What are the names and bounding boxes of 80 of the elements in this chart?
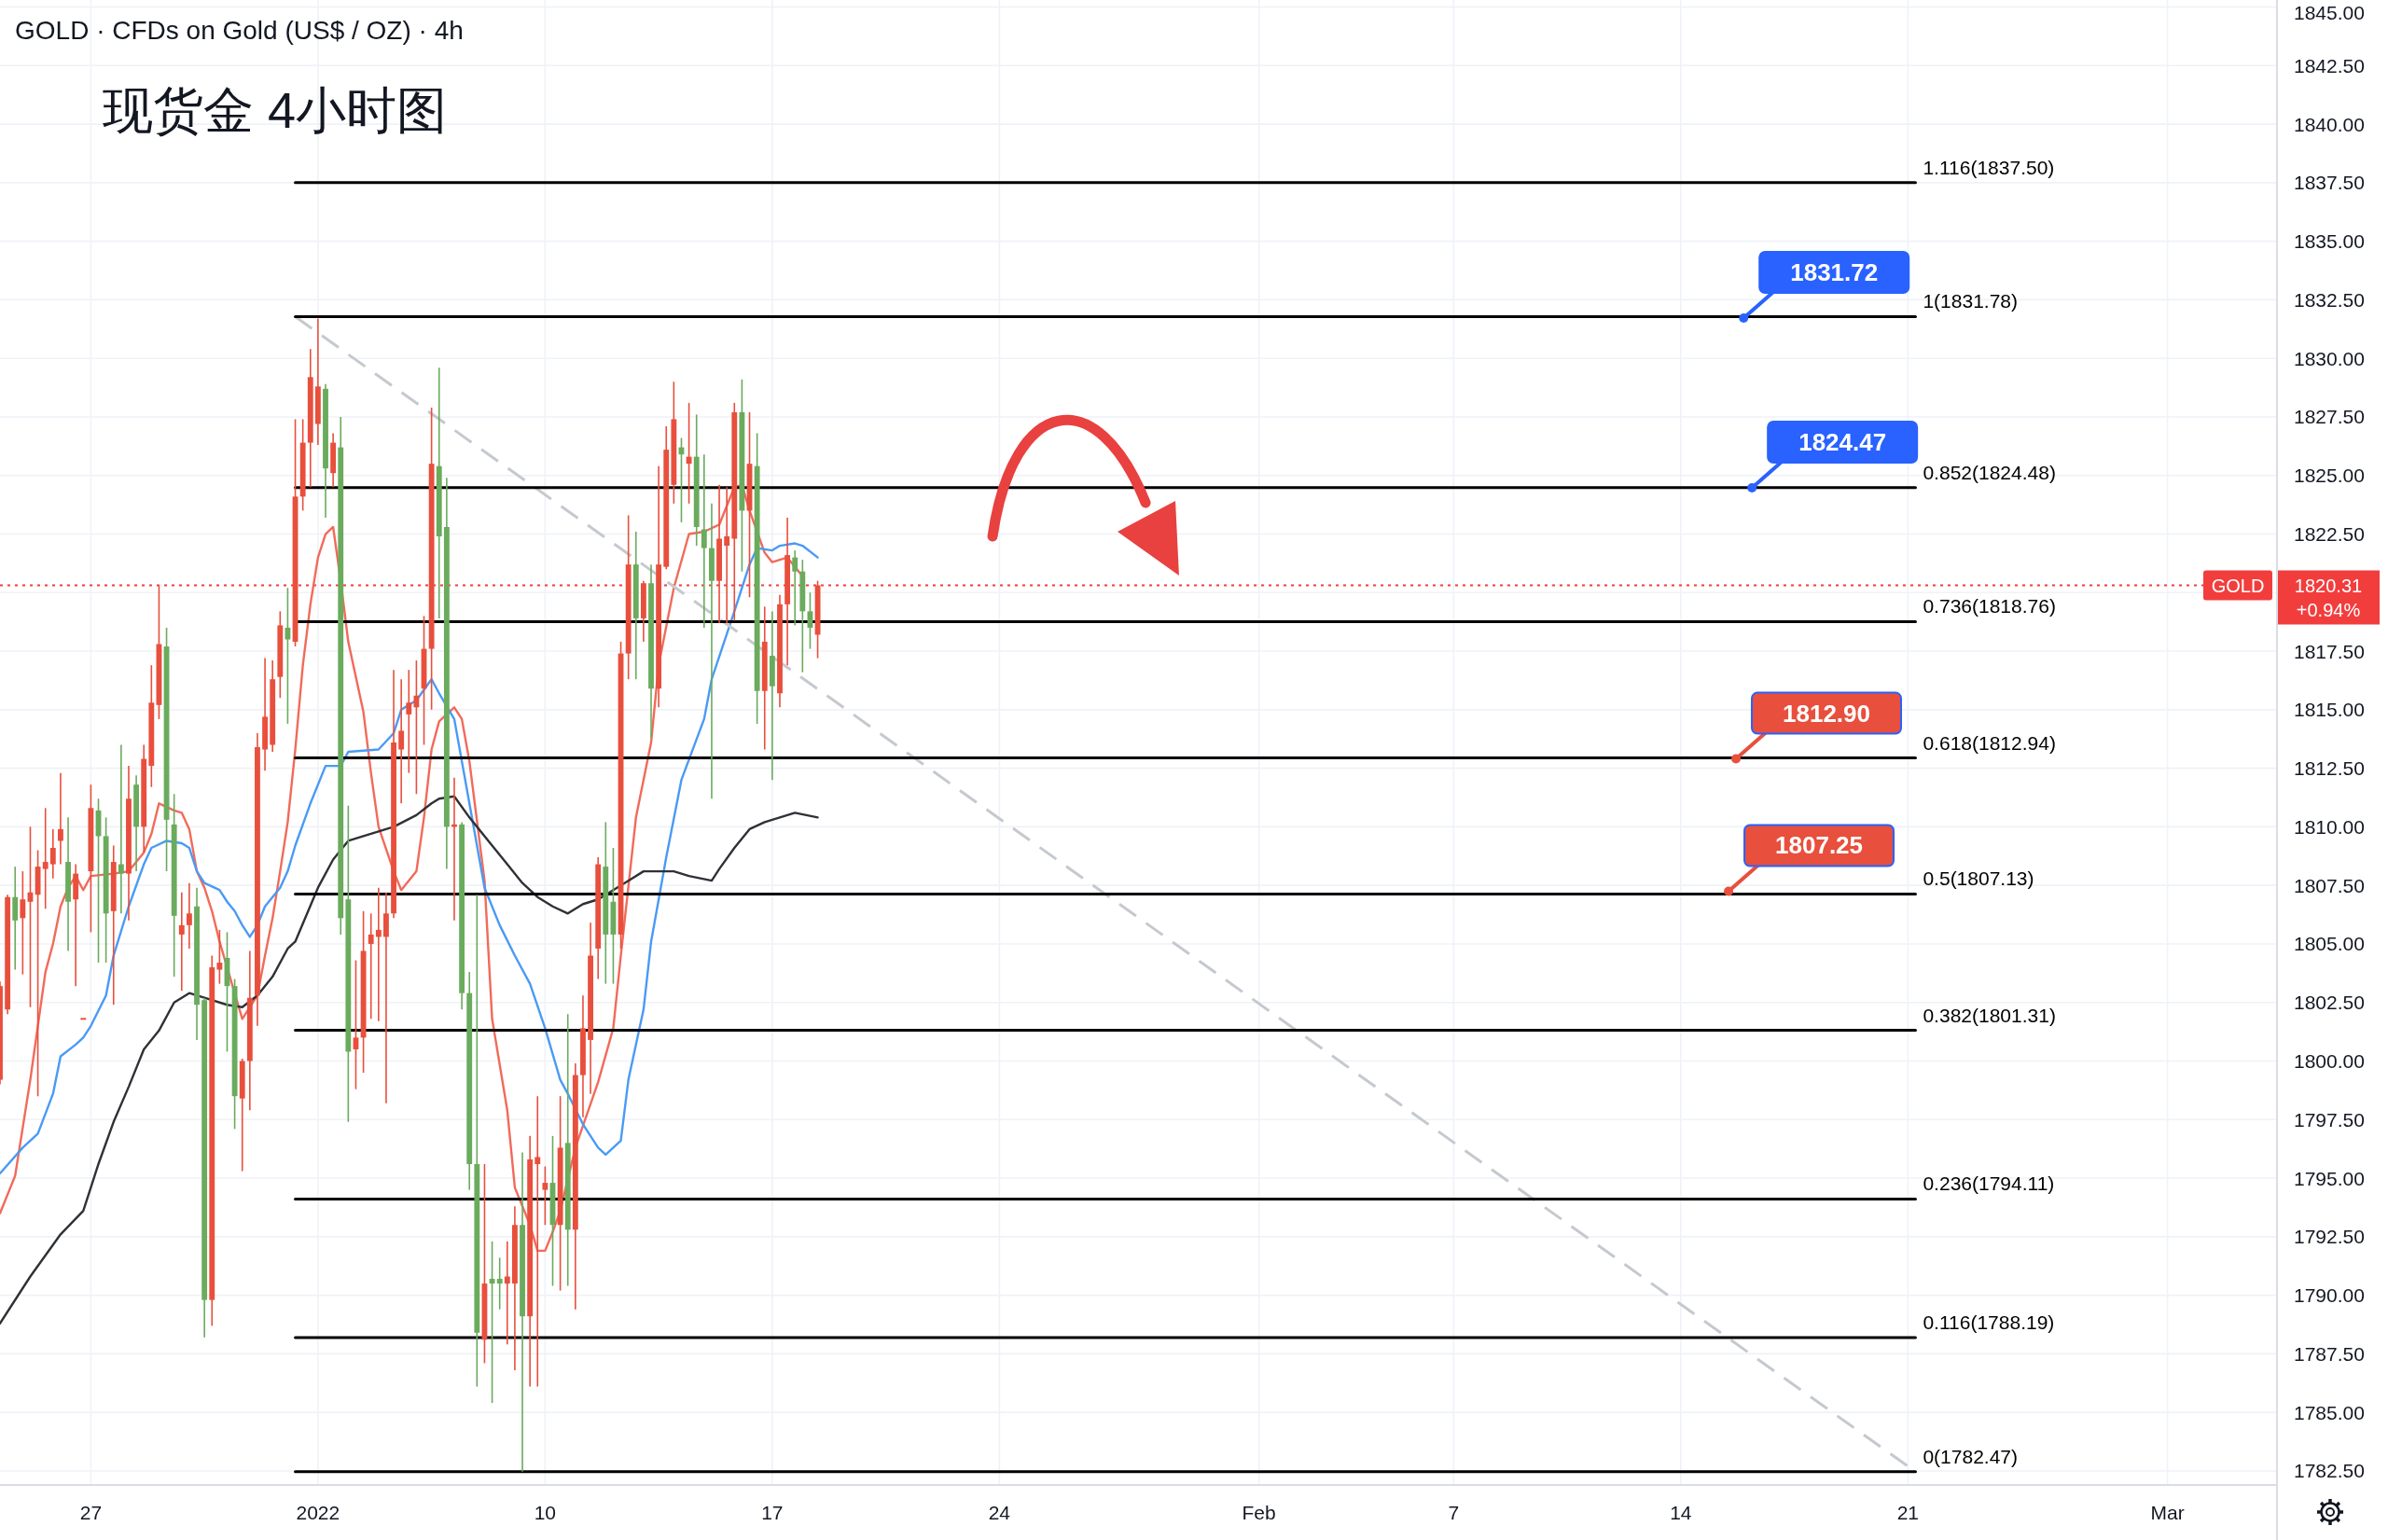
candlestick (118, 743, 124, 915)
y-tick-label: 1842.50 (2294, 54, 2365, 76)
y-tick-label: 1782.50 (2294, 1460, 2365, 1482)
y-tick-label: 1835.00 (2294, 230, 2365, 253)
line-series (0, 542, 819, 1175)
candlestick (186, 881, 192, 950)
y-tick-label: 1827.50 (2294, 406, 2365, 428)
x-tick-label: 10 (534, 1501, 557, 1523)
candlestick (42, 807, 49, 910)
y-tick-label: 1837.50 (2294, 172, 2365, 194)
candlestick (686, 402, 692, 505)
candlestick (535, 1095, 541, 1388)
candlestick (709, 503, 715, 800)
x-tick-label: Feb (1242, 1501, 1276, 1523)
y-tick-label: 1832.50 (2294, 288, 2365, 311)
series-label: 0.5(1807.13) (1923, 867, 2034, 890)
y-tick-label: 1807.50 (2294, 874, 2365, 896)
y-tick-label: 1812.50 (2294, 757, 2365, 780)
y-tick-label: 1802.50 (2294, 992, 2365, 1014)
series-label: 1(1831.78) (1923, 290, 2019, 312)
candlestick (383, 891, 389, 1104)
text: 现货金 4小时图 (103, 82, 448, 138)
series-label: 0.736(1818.76) (1923, 595, 2056, 617)
candlestick (542, 1165, 548, 1227)
candlestick (49, 828, 56, 880)
candlestick (35, 849, 41, 1097)
y-tick-label: 1800.00 (2294, 1050, 2365, 1072)
y-tick-label: 1825.00 (2294, 465, 2365, 487)
y-tick-label: 1785.00 (2294, 1401, 2365, 1423)
x-tick-label: Mar (2150, 1501, 2185, 1523)
candlestick (504, 1241, 510, 1346)
candlestick (375, 886, 382, 1022)
x-tick-label: 2022 (296, 1501, 340, 1523)
series-label: 0.236(1794.11) (1923, 1172, 2055, 1195)
candlestick (216, 929, 223, 985)
y-tick-label: 1805.00 (2294, 933, 2365, 955)
annotation: 1831.72 (1790, 258, 1879, 286)
x-tick-label: 24 (988, 1501, 1011, 1523)
series-label: 0(1782.47) (1923, 1445, 2019, 1467)
y-tick-label: 1817.50 (2294, 640, 2365, 662)
line-series (0, 795, 819, 1325)
annotation: 1824.47 (1798, 428, 1887, 457)
y-tick-label: 1840.00 (2294, 113, 2365, 135)
candlestick (413, 659, 420, 796)
candlestick (178, 891, 185, 992)
annotation: GOLD (2211, 575, 2265, 596)
series-label: 0.116(1788.19) (1923, 1311, 2055, 1334)
ref-line-label: 1820.31 (2294, 575, 2363, 596)
candlestick (406, 669, 412, 774)
y-tick-label: 1810.00 (2294, 815, 2365, 838)
y-tick-label: 1815.00 (2294, 699, 2365, 721)
candlestick (398, 678, 405, 805)
candlestick (496, 1256, 503, 1311)
annotation: 1807.25 (1775, 831, 1864, 860)
y-tick-label: 1787.50 (2294, 1342, 2365, 1365)
candlestick (58, 771, 63, 866)
x-tick-label: 21 (1896, 1501, 1920, 1523)
candlestick (792, 549, 798, 627)
y-tick-label: 1790.00 (2294, 1284, 2365, 1307)
y-tick-label: 1797.50 (2294, 1108, 2365, 1131)
candlestick (20, 870, 26, 976)
y-tick-label: 1792.50 (2294, 1226, 2365, 1248)
y-tick-label: 1822.50 (2294, 523, 2365, 546)
series-label: 1.116(1837.50) (1923, 156, 2055, 178)
candlestick (368, 912, 374, 1020)
x-tick-label: 14 (1670, 1501, 1692, 1523)
x-tick-label: 17 (761, 1501, 784, 1523)
series-label: 0.618(1812.94) (1923, 731, 2056, 754)
x-tick-label: 7 (1448, 1501, 1460, 1523)
y-tick-label: 1830.00 (2294, 347, 2365, 369)
text: GOLD · CFDs on Gold (US$ / OZ) · 4h (15, 15, 464, 45)
y-tick-label: 1795.00 (2294, 1167, 2365, 1189)
candlestick (724, 486, 730, 624)
series-label: 0.382(1801.31) (1923, 1004, 2056, 1026)
annotation: 1812.90 (1783, 699, 1871, 728)
series-label: 0.852(1824.48) (1923, 461, 2056, 483)
candlestick (701, 453, 707, 629)
y-tick-label: 1845.00 (2294, 1, 2365, 23)
x-tick-label: 27 (79, 1501, 103, 1523)
text: +0.94% (2296, 599, 2361, 620)
